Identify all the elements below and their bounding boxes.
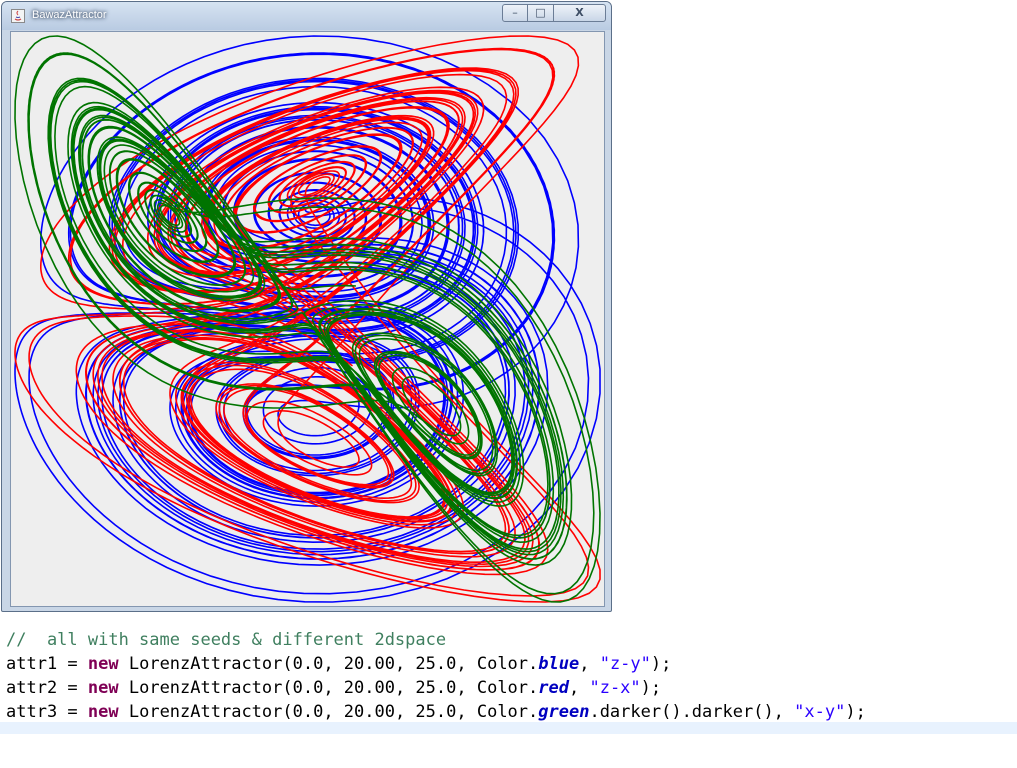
attractor-trajectory-z-y [14,35,601,603]
attractor-plot [14,35,601,603]
maximize-icon: □ [535,6,546,19]
code-snippet: // all with same seeds & different 2dspa… [6,628,1017,724]
code-comment: // all with same seeds & different 2dspa… [6,630,447,650]
maximize-button[interactable]: □ [527,4,554,22]
minimize-button[interactable]: – [502,4,528,22]
attractor-trajectory-z-x [14,35,601,603]
code-line-attr1: attr1 = new LorenzAttractor(0.0, 20.00, … [6,654,672,674]
close-icon: X [575,6,584,19]
java-app-icon [11,9,25,23]
attractor-canvas-area [10,31,605,607]
code-line-attr2: attr2 = new LorenzAttractor(0.0, 20.00, … [6,678,662,698]
close-button[interactable]: X [553,4,606,22]
attractor-window: BawazAttractor – □ X [1,1,612,612]
code-line-attr3: attr3 = new LorenzAttractor(0.0, 20.00, … [6,702,866,722]
window-title: BawazAttractor [32,9,107,21]
minimize-icon: – [512,6,518,19]
attractor-trajectory-x-y [14,35,601,603]
title-bar[interactable]: BawazAttractor – □ X [2,2,611,30]
current-line-highlight [0,722,1017,734]
